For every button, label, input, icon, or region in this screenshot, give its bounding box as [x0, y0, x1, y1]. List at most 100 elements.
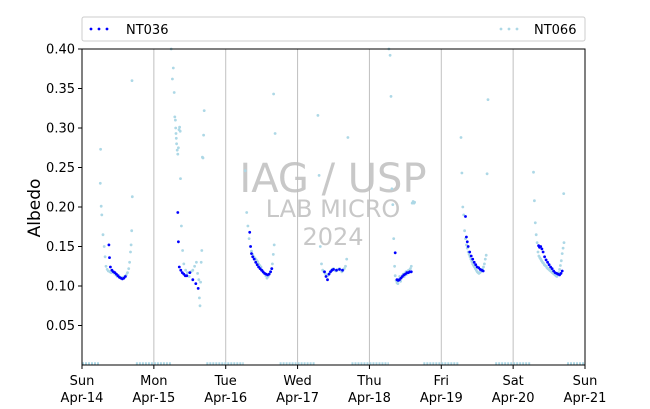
- point-nt066: [413, 200, 416, 204]
- point-nt036: [109, 265, 112, 269]
- point-nt066: [533, 199, 536, 203]
- point-nt036: [466, 245, 470, 248]
- point-nt066: [342, 267, 346, 270]
- point-nt066: [99, 204, 103, 208]
- point-nt036: [108, 256, 111, 259]
- point-nt066: [535, 241, 539, 245]
- point-nt036: [269, 270, 272, 274]
- point-nt036: [341, 268, 344, 272]
- point-nt036: [248, 230, 252, 234]
- point-nt066: [103, 255, 107, 259]
- y-tick-label: 0.30: [46, 122, 75, 137]
- watermark-line-3: 2024: [302, 223, 363, 251]
- x-tick-label-day: Wed: [283, 374, 311, 389]
- point-nt036: [550, 267, 554, 270]
- point-nt036: [254, 260, 258, 264]
- point-nt066: [129, 250, 132, 254]
- point-nt036: [465, 240, 469, 244]
- point-nt066: [193, 264, 197, 268]
- point-nt036: [559, 272, 563, 275]
- point-nt066: [393, 264, 396, 268]
- point-nt036: [544, 258, 548, 262]
- point-nt036: [464, 215, 467, 218]
- x-tick-label-day: Mon: [140, 374, 167, 389]
- point-nt066: [174, 136, 178, 140]
- y-axis-label: Albedo: [25, 179, 45, 238]
- x-tick-label-day: Tue: [214, 374, 237, 389]
- point-nt036: [252, 257, 256, 261]
- point-nt036: [338, 268, 341, 271]
- point-nt066: [126, 271, 129, 274]
- point-nt066: [532, 170, 535, 174]
- point-nt066: [128, 260, 132, 264]
- watermark-line-2: LAB MICRO: [266, 195, 401, 223]
- point-nt066: [175, 148, 179, 152]
- point-nt066: [390, 187, 394, 191]
- legend-box: [81, 16, 586, 42]
- point-nt036: [267, 272, 271, 276]
- point-nt066: [182, 262, 186, 266]
- point-nt066: [393, 274, 397, 278]
- data-points: [98, 47, 566, 308]
- point-nt066: [409, 267, 412, 270]
- y-tick-label: 0.35: [46, 82, 75, 97]
- point-nt066: [533, 221, 537, 225]
- point-nt066: [409, 264, 413, 268]
- point-nt066: [483, 257, 487, 261]
- point-nt066: [179, 177, 182, 181]
- x-tick-label-day: Sun: [573, 374, 598, 389]
- point-nt066: [243, 169, 247, 173]
- point-nt066: [559, 264, 562, 267]
- x-tick-label-day: Thu: [356, 374, 381, 389]
- point-nt036: [540, 247, 544, 251]
- point-nt066: [271, 262, 274, 266]
- point-nt066: [318, 245, 322, 248]
- point-nt066: [130, 79, 134, 82]
- point-nt036: [124, 275, 127, 278]
- point-nt036: [481, 269, 485, 273]
- point-nt066: [317, 174, 321, 177]
- y-tick-label: 0.05: [46, 319, 75, 334]
- point-nt066: [180, 224, 183, 228]
- point-nt066: [173, 115, 177, 119]
- point-nt066: [171, 77, 174, 81]
- x-tick-label-date: Apr-15: [132, 391, 175, 406]
- point-nt066: [562, 192, 566, 196]
- point-nt036: [409, 270, 413, 274]
- point-nt066: [346, 136, 350, 139]
- point-nt066: [174, 126, 178, 130]
- point-nt066: [199, 280, 203, 284]
- point-nt066: [560, 252, 564, 256]
- gridlines: [153, 49, 514, 365]
- point-nt066: [470, 260, 474, 263]
- x-tick-label-day: Fri: [434, 374, 450, 389]
- point-nt036: [191, 278, 195, 282]
- point-nt066: [461, 205, 465, 209]
- point-nt066: [272, 92, 275, 96]
- point-nt066: [558, 268, 561, 271]
- point-nt036: [324, 275, 328, 278]
- point-nt066: [271, 253, 275, 256]
- legend-label-nt066: NT066: [534, 23, 576, 38]
- point-nt036: [471, 257, 475, 261]
- y-tick-label: 0.20: [46, 201, 75, 216]
- point-nt066: [199, 260, 203, 264]
- x-tick-label-date: Apr-19: [420, 391, 463, 406]
- point-nt036: [249, 245, 253, 248]
- point-nt036: [472, 260, 476, 264]
- point-nt066: [102, 245, 106, 248]
- point-nt066: [200, 249, 204, 252]
- point-nt066: [272, 243, 276, 247]
- point-nt036: [539, 245, 543, 248]
- point-nt066: [172, 91, 176, 94]
- point-nt036: [107, 243, 111, 247]
- point-nt036: [335, 268, 338, 272]
- x-axis: Sun Apr-14 Mon Apr-15 Tue Apr-16 Wed Apr-17 Thu A…: [61, 365, 606, 406]
- point-nt066: [130, 229, 134, 233]
- point-nt066: [100, 213, 104, 217]
- point-nt036: [468, 250, 472, 254]
- point-nt066: [99, 147, 102, 151]
- point-nt066: [534, 233, 538, 237]
- x-tick-label-day: Sat: [502, 374, 523, 389]
- point-nt066: [198, 296, 201, 300]
